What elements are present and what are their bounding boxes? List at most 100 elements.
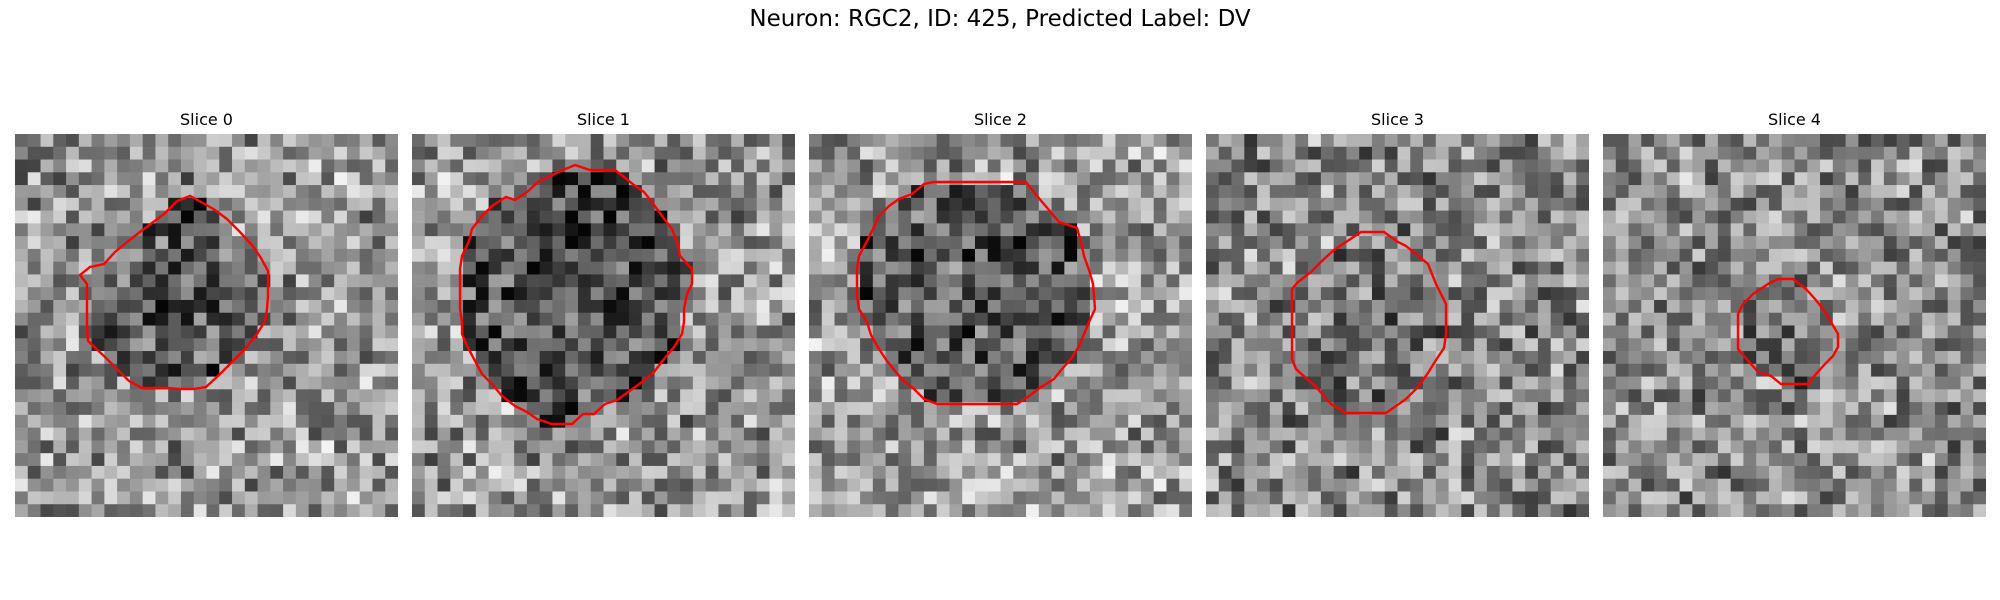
pixel [1089, 427, 1104, 441]
pixel [987, 402, 1002, 416]
pixel [308, 299, 322, 314]
pixel [565, 261, 579, 276]
pixel [565, 274, 579, 288]
pixel [667, 414, 681, 429]
pixel [15, 197, 29, 212]
pixel [885, 236, 899, 250]
pixel [78, 478, 93, 493]
pixel [40, 325, 54, 339]
pixel [1807, 210, 1821, 224]
pixel [1654, 299, 1668, 314]
pixel [1832, 274, 1847, 288]
pixel [1384, 261, 1399, 276]
pixel [577, 210, 592, 224]
pixel [834, 478, 848, 493]
pixel [872, 491, 887, 505]
pixel [1026, 325, 1040, 339]
pixel [1666, 363, 1681, 378]
pixel [1794, 185, 1808, 199]
pixel [1960, 172, 1974, 186]
pixel [1102, 134, 1116, 148]
pixel [193, 453, 208, 467]
pixel [1537, 185, 1552, 199]
pixel [1089, 440, 1104, 454]
pixel [1922, 351, 1936, 365]
pixel [514, 478, 528, 493]
pixel [308, 478, 322, 493]
pixel [1781, 325, 1796, 339]
pixel [641, 159, 656, 173]
pixel [1756, 248, 1770, 263]
pixel [1128, 325, 1142, 339]
pixel [1244, 223, 1258, 237]
pixel [1743, 159, 1757, 173]
pixel [1166, 478, 1180, 493]
pixel [155, 146, 169, 161]
pixel [1486, 453, 1501, 467]
pixel [334, 389, 348, 403]
pixel [821, 453, 836, 467]
pixel [155, 414, 169, 429]
pixel [168, 453, 182, 467]
pixel [1705, 299, 1719, 314]
pixel [155, 504, 169, 517]
pixel [193, 197, 208, 212]
pixel [577, 453, 592, 467]
pixel [463, 376, 477, 390]
pixel [603, 210, 617, 224]
pixel [1960, 389, 1974, 403]
pixel [936, 197, 951, 212]
pixel [206, 210, 220, 224]
pixel [501, 159, 515, 173]
pixel [450, 299, 464, 314]
pixel [1051, 159, 1065, 173]
pixel [1654, 223, 1668, 237]
pixel [1371, 414, 1386, 429]
pixel [1807, 248, 1821, 263]
pixel [616, 504, 630, 517]
pixel [1077, 376, 1091, 390]
pixel [1537, 223, 1552, 237]
pixel [359, 287, 374, 301]
pixel [1934, 351, 1949, 365]
pixel [1115, 261, 1129, 276]
pixel [450, 376, 464, 390]
pixel [424, 389, 439, 403]
pixel [1537, 312, 1552, 327]
pixel [885, 338, 899, 352]
pixel [1743, 261, 1757, 276]
pixel [1563, 236, 1577, 250]
pixel [232, 197, 246, 212]
pixel [1102, 172, 1116, 186]
pixel [936, 376, 951, 390]
pixel [27, 389, 42, 403]
pixel [1832, 453, 1847, 467]
pixel [334, 491, 348, 505]
pixel [117, 146, 131, 161]
pixel [1333, 197, 1348, 212]
pixel [705, 287, 719, 301]
pixel [308, 504, 322, 517]
pixel [78, 210, 93, 224]
pixel [1807, 427, 1821, 441]
pixel [1013, 185, 1027, 199]
pixel [1717, 402, 1732, 416]
pixel [667, 210, 681, 224]
pixel [949, 402, 963, 416]
pixel [1102, 325, 1116, 339]
pixel [1486, 236, 1501, 250]
pixel [1295, 504, 1309, 517]
pixel [1051, 465, 1065, 480]
pixel [1679, 465, 1693, 480]
pixel [1922, 248, 1936, 263]
pixel [565, 478, 579, 493]
pixel [1550, 465, 1565, 480]
pixel [1525, 134, 1539, 148]
pixel [129, 491, 144, 505]
pixel [1603, 274, 1617, 288]
pixel [1153, 146, 1168, 161]
pixel [1679, 287, 1693, 301]
pixel [1384, 274, 1399, 288]
pixel [1257, 325, 1271, 339]
pixel [501, 312, 515, 327]
